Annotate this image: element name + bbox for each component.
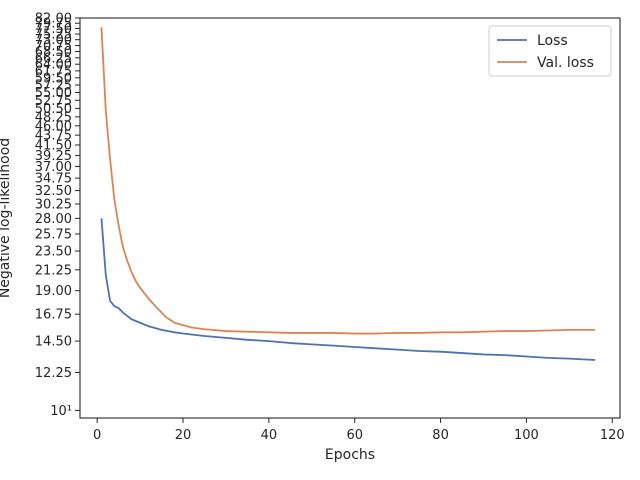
x-tick-label: 0	[93, 428, 101, 443]
y-tick-label: 50.50	[35, 102, 72, 117]
y-tick-label: 32.50	[35, 184, 72, 199]
y-tick-label: 66.25	[35, 51, 72, 66]
y-tick-label: 61.75	[35, 64, 72, 79]
y-tick-label: 21.25	[35, 263, 72, 278]
y-tick-label: 48.25	[35, 110, 72, 125]
y-tick-label: 64.00	[35, 58, 72, 73]
x-tick-label: 40	[261, 428, 278, 443]
y-tick-label: 28.00	[35, 212, 72, 227]
x-tick-label: 80	[432, 428, 449, 443]
legend-val-loss-label: Val. loss	[537, 55, 594, 71]
y-tick-label: 75.25	[35, 28, 72, 43]
x-tick-label: 60	[346, 428, 363, 443]
y-tick-label: 41.50	[35, 139, 72, 154]
x-tick-label: 120	[600, 428, 625, 443]
series-line-val-loss	[100, 27, 596, 335]
y-tick-label: 73.00	[35, 33, 72, 48]
legend-box	[488, 25, 612, 77]
y-tick-label: 57.25	[35, 79, 72, 94]
y-tick-label: 34.75	[35, 172, 72, 187]
y-tick-label: 82.00	[35, 12, 72, 27]
y-tick-label: 77.50	[35, 22, 72, 37]
y-tick-label: 19.00	[35, 284, 72, 299]
y-tick-label: 14.50	[35, 335, 72, 350]
x-axis-label: Epochs	[325, 447, 375, 463]
y-tick-label: 43.75	[35, 129, 72, 144]
series-line-loss	[100, 218, 596, 361]
y-tick-label: 59.50	[35, 71, 72, 86]
y-tick-label: 79.75	[35, 17, 72, 32]
y-axis-ticks: 10¹ 12.25 14.50 16.75 19.00 21.25 23.50 25.7528…	[35, 12, 80, 419]
x-tick-label: 100	[514, 428, 539, 443]
y-tick-label: 37.00	[35, 160, 72, 175]
y-tick-label: 25.75	[35, 228, 72, 243]
y-tick-label: 68.50	[35, 45, 72, 60]
y-tick-label: 55.00	[35, 86, 72, 101]
y-axis-label: Negative log-likelihood	[0, 138, 13, 298]
x-axis-ticks: 0 20 40 60 80 100 120	[93, 418, 625, 443]
plot-frame	[79, 17, 621, 419]
y-tick-label: 10¹	[50, 404, 72, 419]
y-tick-label: 23.50	[35, 245, 72, 260]
legend: Loss Val. loss	[488, 25, 612, 77]
series-layer	[100, 27, 596, 361]
y-tick-label: 16.75	[35, 308, 72, 323]
y-tick-label: 70.75	[35, 39, 72, 54]
y-tick-label: 52.75	[35, 94, 72, 109]
y-tick-label: 12.25	[35, 366, 72, 381]
y-tick-label: 46.00	[35, 119, 72, 134]
y-tick-label: 30.25	[35, 197, 72, 212]
y-tick-label: 39.25	[35, 149, 72, 164]
legend-loss-label: Loss	[537, 33, 568, 49]
x-tick-label: 20	[175, 428, 192, 443]
